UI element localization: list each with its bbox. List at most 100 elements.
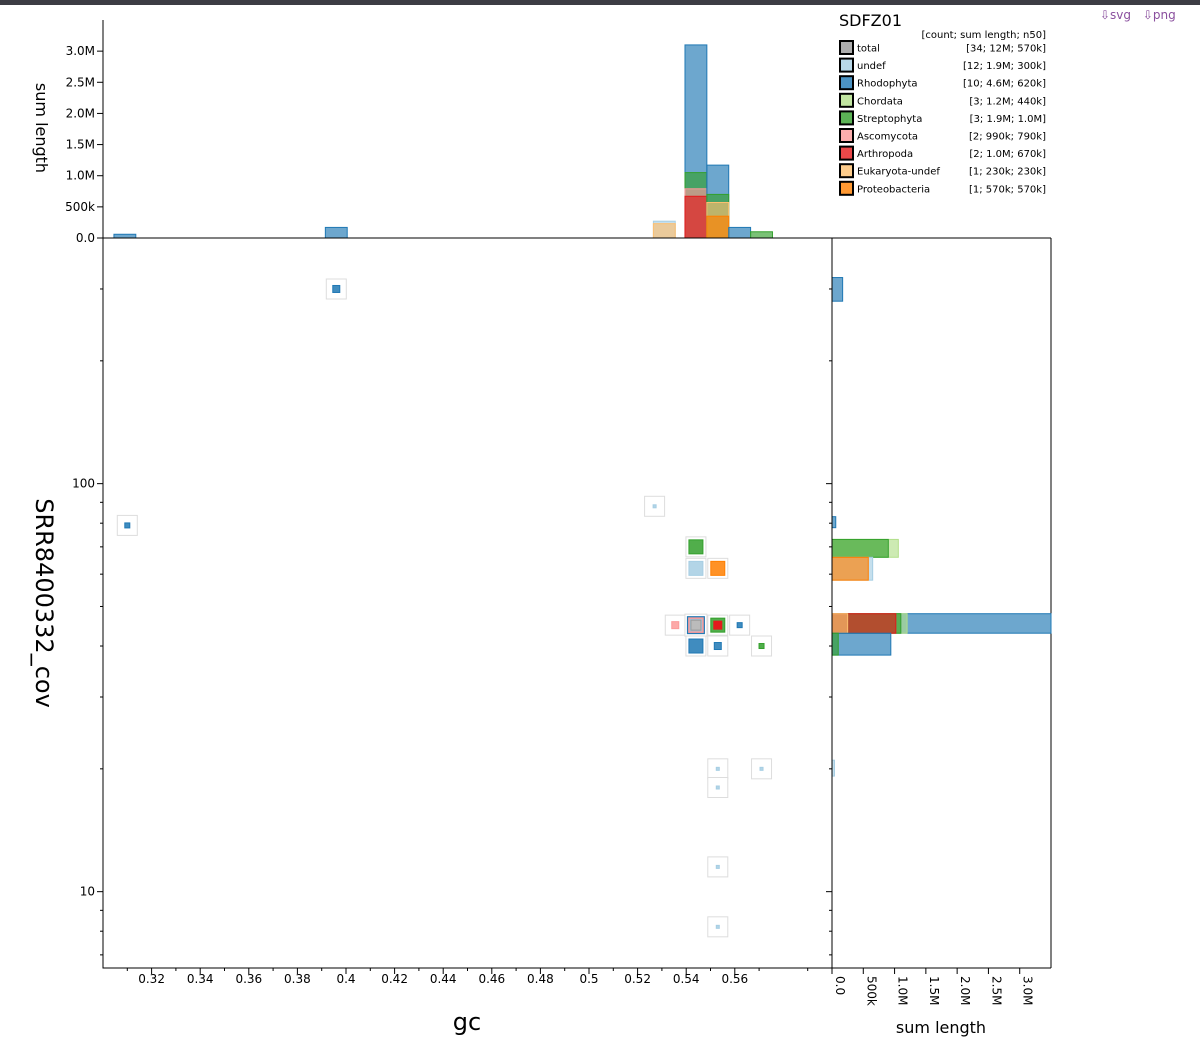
- cov-histogram-bar: [831, 632, 892, 656]
- scatter-point: [713, 642, 722, 651]
- scatter-point-overlay: [690, 619, 702, 631]
- scatter-point: [715, 785, 720, 790]
- legend-swatch: [839, 145, 854, 161]
- gc-histogram-bar: [652, 223, 676, 239]
- download-links: ⇩svg ⇩png: [1100, 8, 1184, 22]
- legend-item-stats: [12; 1.9M; 300k]: [963, 61, 1046, 72]
- legend-item-stats: [1; 230k; 230k]: [969, 167, 1046, 178]
- scatter-panel: 0.32 0.34 0.36 0.38 0.4 0.42 0.44 0.46 0.48 0.5 0.…: [72, 237, 833, 986]
- scatter-point-overlay: [713, 620, 723, 630]
- gc-histogram-bar: [728, 226, 752, 239]
- scatter-point: [715, 924, 720, 929]
- top-bar: [0, 0, 1200, 5]
- right-histogram-tick-label: 2.0M: [958, 976, 972, 1005]
- y-axis-tick-label: 10: [80, 885, 95, 899]
- download-png-link[interactable]: ⇩png: [1142, 8, 1176, 22]
- top-histogram-tick-label: 2.0M: [66, 106, 95, 120]
- x-axis-tick-label: 0.46: [478, 972, 505, 986]
- top-histogram-tick-label: 3.0M: [66, 44, 95, 58]
- legend-item-stats: [3; 1.9M; 1.0M]: [970, 114, 1046, 125]
- right-histogram-xlabel: sum length: [896, 1018, 986, 1037]
- right-histogram-tick-label: 500k: [864, 976, 878, 1006]
- right-histogram-tick-label: 3.0M: [1021, 976, 1035, 1005]
- legend-header: [count; sum length; n50]: [921, 30, 1046, 41]
- x-axis-tick-label: 0.42: [381, 972, 408, 986]
- legend-item-stats: [10; 4.6M; 620k]: [963, 79, 1046, 90]
- cov-histogram-bar: [831, 538, 889, 558]
- x-axis-tick-label: 0.48: [527, 972, 554, 986]
- cov-histogram-bar: [831, 277, 844, 302]
- top-histogram-tick-label: 2.5M: [66, 75, 95, 89]
- legend-item-label: undef: [857, 61, 886, 72]
- cov-histogram-bar: [831, 632, 839, 656]
- gc-histogram-bar: [113, 233, 137, 239]
- legend-item-stats: [2; 1.0M; 670k]: [969, 149, 1046, 160]
- legend-swatch: [839, 180, 854, 196]
- scatter-point: [710, 560, 726, 576]
- scatter-point: [715, 766, 720, 771]
- legend: SDFZ01 [count; sum length; n50] total [34; …: [839, 11, 1046, 196]
- right-histogram-tick-label: 1.5M: [927, 976, 941, 1005]
- scatter-point: [758, 643, 765, 650]
- gc-histogram-bar: [684, 195, 708, 239]
- scatter-point: [124, 522, 131, 529]
- legend-item-stats: [3; 1.2M; 440k]: [969, 96, 1046, 107]
- gc-histogram: 0.0 500k 1.0M 1.5M 2.0M 2.5M 3.0M: [65, 20, 832, 245]
- scatter-point: [332, 284, 341, 293]
- legend-item-stats: [1; 570k; 570k]: [969, 184, 1046, 195]
- x-axis-tick-label: 0.5: [579, 972, 598, 986]
- scatter-point: [688, 638, 704, 654]
- legend-swatch: [839, 40, 854, 55]
- legend-item-label: Arthropoda: [857, 149, 913, 160]
- legend-swatch: [839, 128, 854, 143]
- download-svg-link[interactable]: ⇩svg: [1100, 8, 1132, 22]
- y-axis-title: SRR8400332_cov: [30, 498, 58, 708]
- legend-item-label: Eukaryota-undef: [857, 167, 940, 178]
- gc-histogram-bar: [324, 226, 348, 239]
- gc-histogram-bar: [706, 215, 730, 239]
- x-axis-tick-label: 0.54: [673, 972, 700, 986]
- legend-swatch: [839, 110, 854, 126]
- scatter-point: [671, 621, 680, 630]
- legend-item-stats: [2; 990k; 790k]: [969, 132, 1046, 143]
- top-histogram-tick-label: 0.0: [76, 231, 95, 245]
- top-histogram-ylabel: sum length: [32, 83, 51, 173]
- legend-item-stats: [34; 12M; 570k]: [966, 44, 1046, 55]
- legend-item-label: Ascomycota: [857, 132, 918, 143]
- x-axis-tick-label: 0.44: [430, 972, 457, 986]
- x-axis-tick-label: 0.4: [336, 972, 355, 986]
- scatter-point: [688, 539, 704, 555]
- legend-item-label: Proteobacteria: [857, 184, 930, 195]
- legend-item-label: Chordata: [857, 96, 903, 107]
- top-histogram-tick-label: 1.0M: [66, 169, 95, 183]
- scatter-point: [715, 864, 720, 869]
- gc-histogram-bar: [750, 231, 773, 239]
- cov-histogram-bar: [831, 516, 837, 529]
- x-axis-tick-label: 0.52: [624, 972, 651, 986]
- x-axis-tick-label: 0.32: [138, 972, 165, 986]
- right-histogram-tick-label: 0.0: [833, 976, 847, 995]
- legend-swatch: [839, 163, 854, 179]
- x-axis-title: gc: [453, 1008, 481, 1036]
- x-axis-tick-label: 0.56: [721, 972, 748, 986]
- legend-item-label: Streptophyta: [857, 114, 922, 125]
- x-axis-tick-label: 0.34: [187, 972, 214, 986]
- scatter-point: [688, 560, 704, 576]
- right-histogram-tick-label: 1.0M: [896, 976, 910, 1005]
- right-histogram-tick-label: 2.5M: [989, 976, 1003, 1005]
- cov-histogram-bar: [831, 556, 869, 581]
- scatter-point: [652, 504, 657, 509]
- x-axis-tick-label: 0.36: [235, 972, 262, 986]
- x-axis-tick-label: 0.38: [284, 972, 311, 986]
- legend-swatch: [839, 57, 854, 73]
- top-histogram-tick-label: 1.5M: [66, 138, 95, 152]
- legend-item-label: Rhodophyta: [857, 79, 918, 90]
- legend-swatch: [839, 75, 854, 91]
- scatter-point: [736, 622, 743, 629]
- y-axis-tick-label: 100: [72, 477, 95, 491]
- legend-swatch: [839, 92, 854, 108]
- cov-histogram-bar: [831, 613, 849, 634]
- cov-histogram: 0.0 500k 1.0M 1.5M 2.0M 2.5M 3.0M: [831, 237, 1052, 1006]
- legend-item-label: total: [857, 44, 880, 55]
